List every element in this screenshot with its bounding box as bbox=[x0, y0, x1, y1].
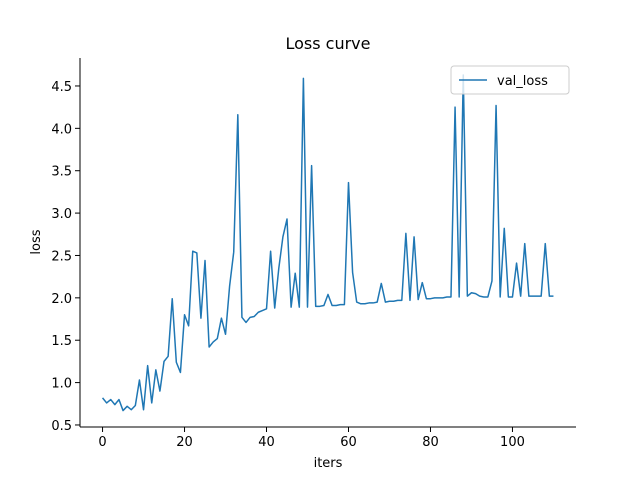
y-tick-label: 3.0 bbox=[51, 207, 72, 222]
legend-box bbox=[450, 65, 570, 95]
y-tick-label: 0.5 bbox=[51, 419, 72, 434]
x-tick-label: 100 bbox=[500, 435, 525, 450]
y-tick-label: 4.5 bbox=[51, 80, 72, 95]
y-tick-label: 2.5 bbox=[51, 249, 72, 264]
y-tick-label: 3.5 bbox=[51, 165, 72, 180]
y-tick-label: 4.0 bbox=[51, 122, 72, 137]
y-tick-label: 1.5 bbox=[51, 334, 72, 349]
x-tick-label: 80 bbox=[422, 435, 439, 450]
chart-title: Loss curve bbox=[285, 34, 370, 53]
legend-label: val_loss bbox=[497, 74, 548, 89]
x-tick-label: 0 bbox=[98, 435, 106, 450]
y-tick-label: 2.0 bbox=[51, 292, 72, 307]
y-tick-label: 1.0 bbox=[51, 377, 72, 392]
x-axis-label: iters bbox=[314, 456, 343, 471]
x-tick-label: 20 bbox=[176, 435, 193, 450]
y-axis-label: loss bbox=[29, 229, 44, 254]
x-tick-label: 40 bbox=[258, 435, 275, 450]
data-line bbox=[101, 74, 554, 412]
x-tick-label: 60 bbox=[340, 435, 357, 450]
